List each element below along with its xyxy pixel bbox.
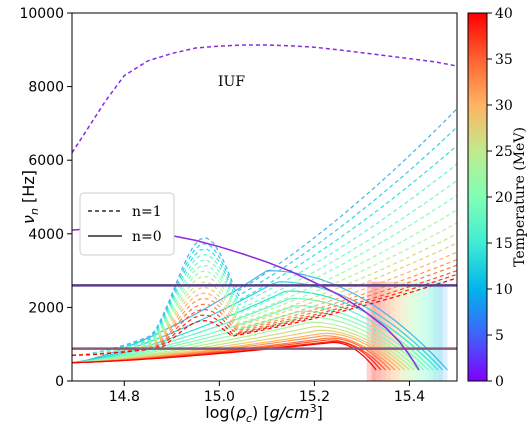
n0-curve bbox=[72, 321, 415, 371]
n1-curve bbox=[72, 194, 457, 356]
colorbar-tick-label: 35 bbox=[495, 52, 513, 68]
n0-curve bbox=[72, 341, 377, 371]
band bbox=[423, 281, 434, 381]
y-tick-label: 10000 bbox=[19, 6, 64, 22]
colorbar-label: Temperature (MeV) bbox=[512, 127, 528, 267]
colorbar-tick-label: 20 bbox=[495, 190, 513, 206]
plot-area bbox=[72, 44, 457, 381]
band bbox=[385, 281, 396, 381]
band bbox=[433, 281, 443, 381]
x-tick-label: 14.8 bbox=[109, 389, 140, 405]
n0-curve bbox=[72, 304, 429, 371]
y-axis-label: νn [Hz] bbox=[19, 170, 41, 224]
legend-label-n0: n=0 bbox=[132, 229, 162, 245]
n1-curve bbox=[72, 179, 457, 356]
horizontal-reference-lines bbox=[72, 284, 457, 350]
band bbox=[399, 281, 410, 381]
band bbox=[371, 281, 381, 381]
x-axis-label: log(ρc) [g/cm3] bbox=[205, 402, 323, 425]
colorbar-tick-label: 15 bbox=[495, 236, 513, 252]
band bbox=[437, 281, 448, 381]
colorbar-tick-label: 25 bbox=[495, 144, 513, 160]
colorbar-tick-label: 40 bbox=[495, 6, 513, 22]
n1-curve bbox=[72, 163, 457, 356]
n0-curve bbox=[72, 297, 434, 371]
n0-curve bbox=[72, 290, 439, 371]
axes-frame bbox=[71, 12, 458, 382]
colorbar-gradient bbox=[468, 13, 487, 381]
n0-curve bbox=[72, 310, 425, 371]
colorbar-tick-label: 10 bbox=[495, 282, 513, 298]
iuf-annotation: IUF bbox=[218, 74, 245, 90]
n1-curve bbox=[72, 277, 457, 356]
y-axis-ticks: 0 2000 4000 6000 8000 10000 bbox=[19, 6, 72, 390]
n1-curve bbox=[72, 209, 457, 356]
y-tick-label: 2000 bbox=[28, 300, 64, 316]
colorbar-tick-label: 30 bbox=[495, 98, 513, 114]
x-tick-label: 15.2 bbox=[299, 389, 330, 405]
colorbar-tick-label: 0 bbox=[495, 374, 504, 390]
y-tick-label: 0 bbox=[55, 374, 64, 390]
band bbox=[418, 281, 429, 381]
y-tick-label: 6000 bbox=[28, 153, 64, 169]
colorbar-tick-label: 5 bbox=[495, 328, 504, 344]
band bbox=[395, 281, 405, 381]
y-tick-label: 4000 bbox=[28, 227, 64, 243]
x-tick-label: 15.0 bbox=[204, 389, 235, 405]
n1-curve bbox=[72, 126, 457, 356]
legend-label-n1: n=1 bbox=[132, 204, 162, 220]
x-tick-label: 15.4 bbox=[394, 389, 425, 405]
band bbox=[380, 281, 391, 381]
band bbox=[376, 281, 386, 381]
band bbox=[409, 281, 419, 381]
band bbox=[404, 281, 415, 381]
band bbox=[414, 281, 424, 381]
colorbar-ticks: 0 5 10 15 20 25 30 35 40 bbox=[487, 6, 513, 390]
n1-curve bbox=[72, 108, 457, 356]
y-tick-label: 8000 bbox=[28, 80, 64, 96]
colorbar: 0 5 10 15 20 25 30 35 40 Temperature (MeV) bbox=[467, 6, 528, 390]
x-axis-ticks: 14.8 15.0 15.2 15.4 bbox=[109, 381, 425, 405]
iuf-n1-line bbox=[72, 44, 457, 154]
band bbox=[428, 281, 438, 381]
legend: n=1 n=0 bbox=[79, 192, 175, 256]
